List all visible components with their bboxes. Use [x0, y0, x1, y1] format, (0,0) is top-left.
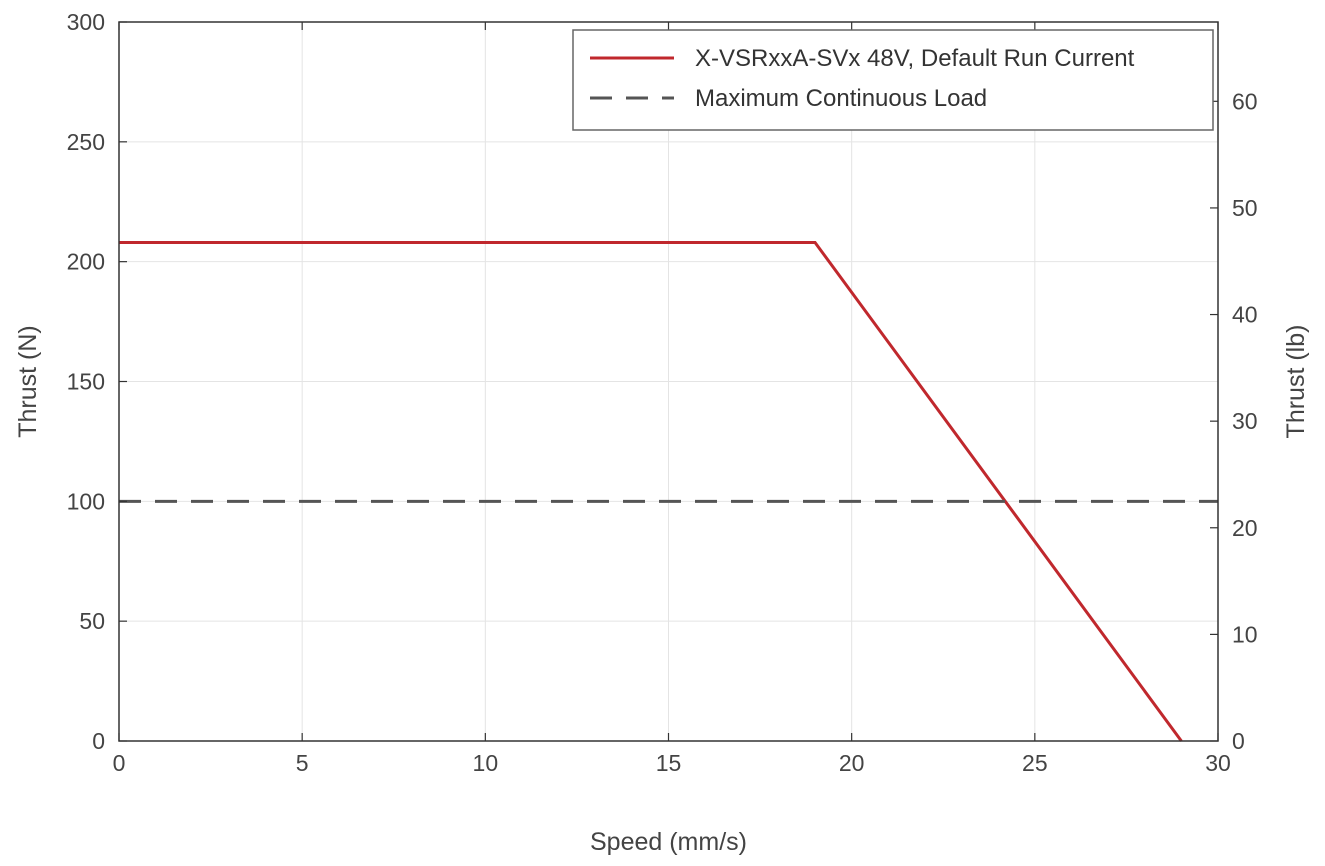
- y2-tick-label: 60: [1232, 88, 1258, 114]
- y2-tick-label: 30: [1232, 408, 1258, 434]
- y-tick-label: 250: [67, 129, 105, 155]
- legend-entry-default-run-current: X-VSRxxA-SVx 48V, Default Run Current: [695, 45, 1135, 72]
- y-tick-label: 300: [67, 9, 105, 35]
- x-tick-label: 15: [656, 750, 682, 776]
- y-tick-label: 100: [67, 488, 105, 514]
- y-tick-label: 0: [92, 728, 105, 754]
- x-tick-label: 0: [113, 750, 126, 776]
- y2-tick-label: 10: [1232, 621, 1258, 647]
- series-line-0: [119, 240, 1183, 742]
- legend: X-VSRxxA-SVx 48V, Default Run Current Ma…: [572, 29, 1214, 131]
- x-axis-label: Speed (mm/s): [590, 828, 747, 856]
- y-tick-label: 50: [79, 608, 105, 634]
- y2-tick-label: 50: [1232, 195, 1258, 221]
- x-tick-label: 5: [296, 750, 309, 776]
- x-tick-label: 10: [473, 750, 499, 776]
- legend-entry-max-continuous-load: Maximum Continuous Load: [695, 85, 987, 112]
- axis-ticks: 0 5 10 15 20 25 300501001502002503000102030405…: [67, 9, 1258, 776]
- y2-tick-label: 20: [1232, 515, 1258, 541]
- x-tick-label: 25: [1022, 750, 1048, 776]
- y2-tick-label: 0: [1232, 728, 1245, 754]
- y-axis-label: Thrust (N): [14, 325, 42, 438]
- y-tick-label: 200: [67, 249, 105, 275]
- x-tick-label: 30: [1205, 750, 1231, 776]
- y-tick-label: 150: [67, 369, 105, 395]
- series-layer: [119, 240, 1218, 742]
- y2-axis-label: Thrust (lb): [1282, 325, 1310, 439]
- y2-tick-label: 40: [1232, 302, 1258, 328]
- x-tick-label: 20: [839, 750, 865, 776]
- legend-box: [572, 29, 1214, 131]
